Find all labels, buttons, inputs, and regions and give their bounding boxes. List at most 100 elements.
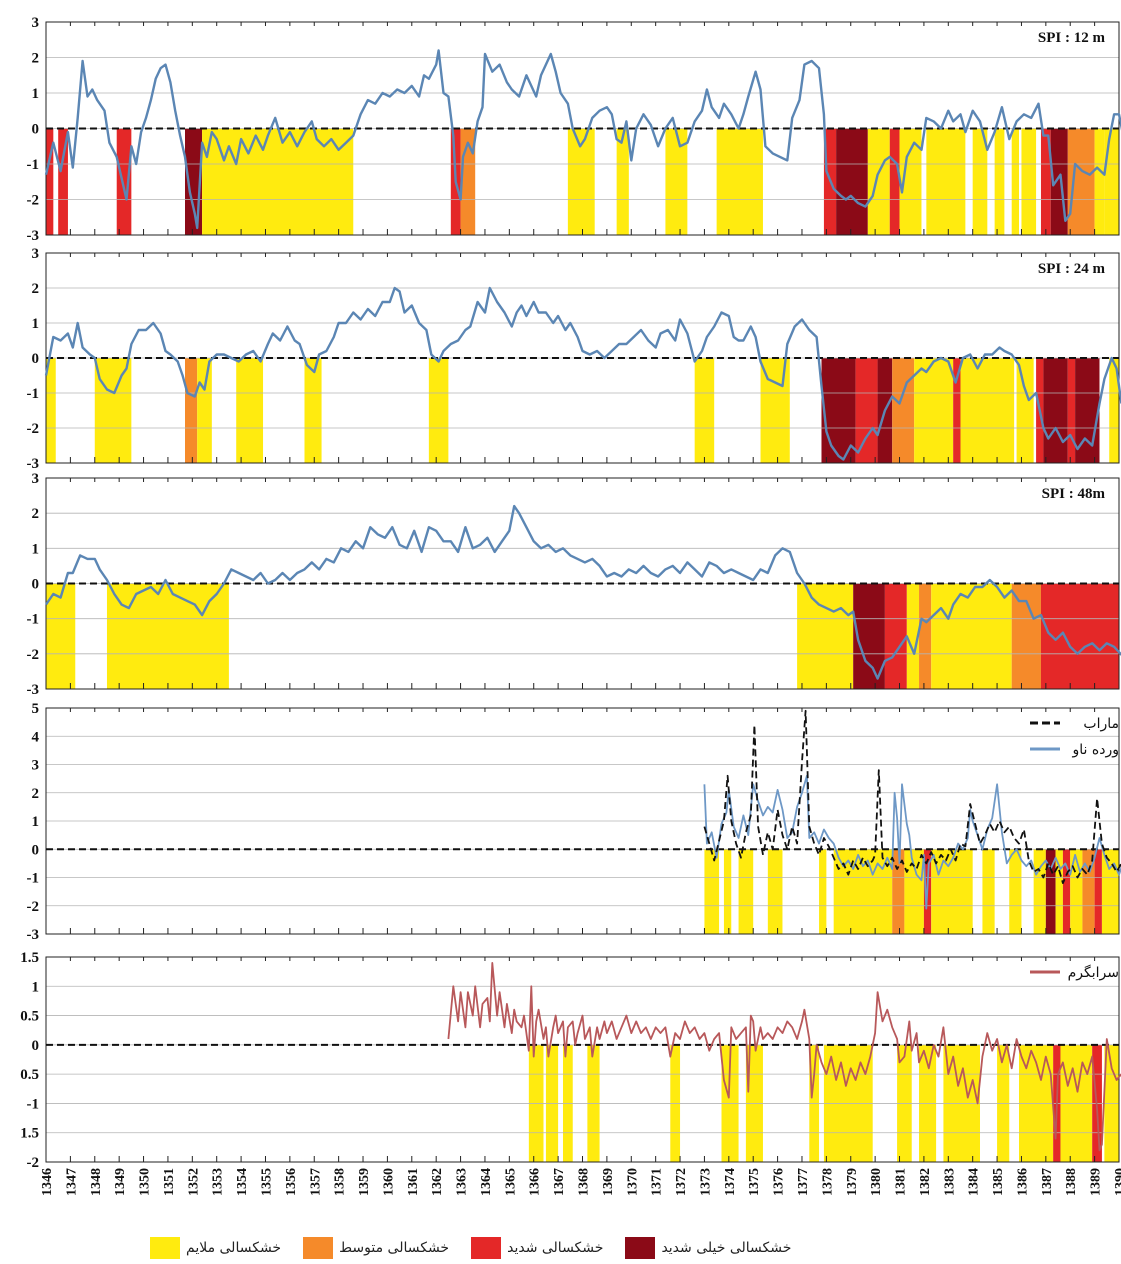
drought-band-severe	[1062, 849, 1071, 934]
y-tick-label: -3	[27, 682, 40, 698]
y-tick-label: -3	[27, 228, 40, 244]
drought-band-mild	[46, 583, 76, 689]
drought-band-mild	[819, 849, 827, 934]
drought-band-mild	[982, 849, 995, 934]
x-tick-label: 1359	[357, 1168, 372, 1196]
drought-band-moderate	[1011, 583, 1041, 689]
drought-band-mild	[833, 849, 893, 934]
x-tick-label: 1378	[820, 1168, 835, 1196]
y-tick-label: 0.5	[20, 1009, 39, 1025]
y-tick-label: 0	[32, 577, 40, 593]
drought-band-severe	[1094, 849, 1102, 934]
x-tick-label: 1368	[577, 1168, 592, 1196]
drought-band-mild	[1094, 128, 1105, 235]
y-tick-label: 1.5	[20, 1126, 39, 1142]
y-tick-label: 1.5	[20, 950, 39, 966]
drought-band-mild	[1055, 849, 1063, 934]
drought-band-mild	[926, 128, 966, 235]
drought-band-mild	[723, 849, 732, 934]
x-tick-label: 1388	[1064, 1168, 1079, 1196]
y-tick-label: 0	[32, 351, 40, 367]
x-tick-label: 1365	[503, 1168, 518, 1196]
drought-band-mild	[960, 358, 1015, 463]
y-tick-label: -3	[27, 456, 40, 472]
drought-band-mild	[994, 128, 1005, 235]
drought-band-severe	[884, 583, 907, 689]
x-tick-label: 1355	[259, 1168, 274, 1196]
y-tick-label: -2	[27, 193, 40, 209]
y-tick-label: -2	[27, 647, 40, 663]
x-tick-label: 1379	[845, 1168, 860, 1196]
y-tick-label: 0	[32, 1038, 40, 1054]
y-tick-label: 0.5	[20, 1067, 39, 1083]
x-tick-label: 1389	[1089, 1168, 1104, 1196]
series-line	[44, 286, 1121, 461]
drought-band-mild	[931, 849, 973, 934]
drought-band-severe	[1040, 128, 1051, 235]
drought-band-severe	[116, 128, 132, 235]
y-tick-label: 2	[32, 281, 40, 297]
x-tick-label: 1362	[430, 1168, 445, 1196]
drought-band-mild	[94, 358, 132, 463]
y-tick-label: 4	[32, 729, 40, 745]
y-tick-label: -1	[27, 612, 40, 628]
series-line	[447, 962, 1121, 1152]
y-tick-label: 3	[32, 758, 40, 774]
y-tick-label: -2	[27, 1155, 40, 1171]
x-tick-label: 1354	[235, 1168, 250, 1196]
drought-band-severe	[1040, 583, 1119, 689]
x-tick-label: 1383	[942, 1168, 957, 1196]
x-tick-label: 1350	[138, 1168, 153, 1196]
x-tick-label: 1376	[772, 1168, 787, 1196]
panel-title: SPI : 24 m	[1038, 261, 1106, 277]
x-tick-label: 1366	[528, 1168, 543, 1196]
legend-entry-label: ماراب	[1083, 716, 1119, 732]
y-tick-label: 1	[32, 86, 40, 102]
drought-band-severe	[58, 128, 68, 235]
drought-band-severe	[1067, 358, 1076, 463]
drought-band-mild	[738, 849, 754, 934]
drought-band-mild	[1021, 128, 1037, 235]
x-tick-label: 1371	[650, 1168, 665, 1196]
y-tick-label: -1	[27, 1096, 40, 1112]
drought-band-mild	[665, 128, 688, 235]
drought-band-mild	[797, 583, 854, 689]
y-tick-label: 0	[32, 842, 40, 858]
panel-title: SPI : 48m	[1042, 486, 1106, 502]
drought-band-mild	[616, 128, 629, 235]
legend-label-moderate: خشکسالی متوسط	[339, 1240, 450, 1256]
drought-band-severe	[46, 128, 54, 235]
y-tick-label: -3	[27, 927, 40, 943]
legend-swatch-moderate	[303, 1237, 334, 1259]
y-tick-label: 0	[32, 122, 40, 138]
x-tick-label: 1357	[308, 1168, 323, 1196]
y-tick-label: 3	[32, 246, 40, 262]
x-tick-label: 1377	[796, 1168, 811, 1196]
y-tick-label: -1	[27, 871, 40, 887]
drought-band-mild	[1101, 849, 1119, 934]
y-tick-label: 5	[32, 701, 40, 717]
drought-band-mild	[716, 128, 763, 235]
drought-band-mild	[704, 849, 720, 934]
legend-swatch-mild	[150, 1237, 180, 1259]
x-tick-label: 1375	[747, 1168, 762, 1196]
drought-band-mild	[904, 849, 924, 934]
x-tick-label: 1361	[406, 1168, 421, 1196]
y-tick-label: -1	[27, 386, 40, 402]
drought-band-mild	[46, 358, 56, 463]
drought-band-moderate	[185, 358, 198, 463]
drought-band-moderate	[919, 583, 932, 689]
drought-band-mild	[972, 128, 988, 235]
x-tick-label: 1346	[40, 1168, 55, 1196]
y-tick-label: 3	[32, 15, 40, 31]
drought-band-mild	[1016, 358, 1034, 463]
y-tick-label: 2	[32, 786, 40, 802]
drought-band-moderate	[1067, 128, 1095, 235]
drought-band-mild	[1009, 849, 1022, 934]
drought-band-mild	[197, 358, 212, 463]
legend-label-mild: خشکسالی ملایم	[186, 1240, 282, 1256]
x-tick-label: 1380	[869, 1168, 884, 1196]
legend-entry-label: سرابگرم	[1068, 964, 1119, 981]
y-tick-label: 1	[32, 814, 40, 830]
